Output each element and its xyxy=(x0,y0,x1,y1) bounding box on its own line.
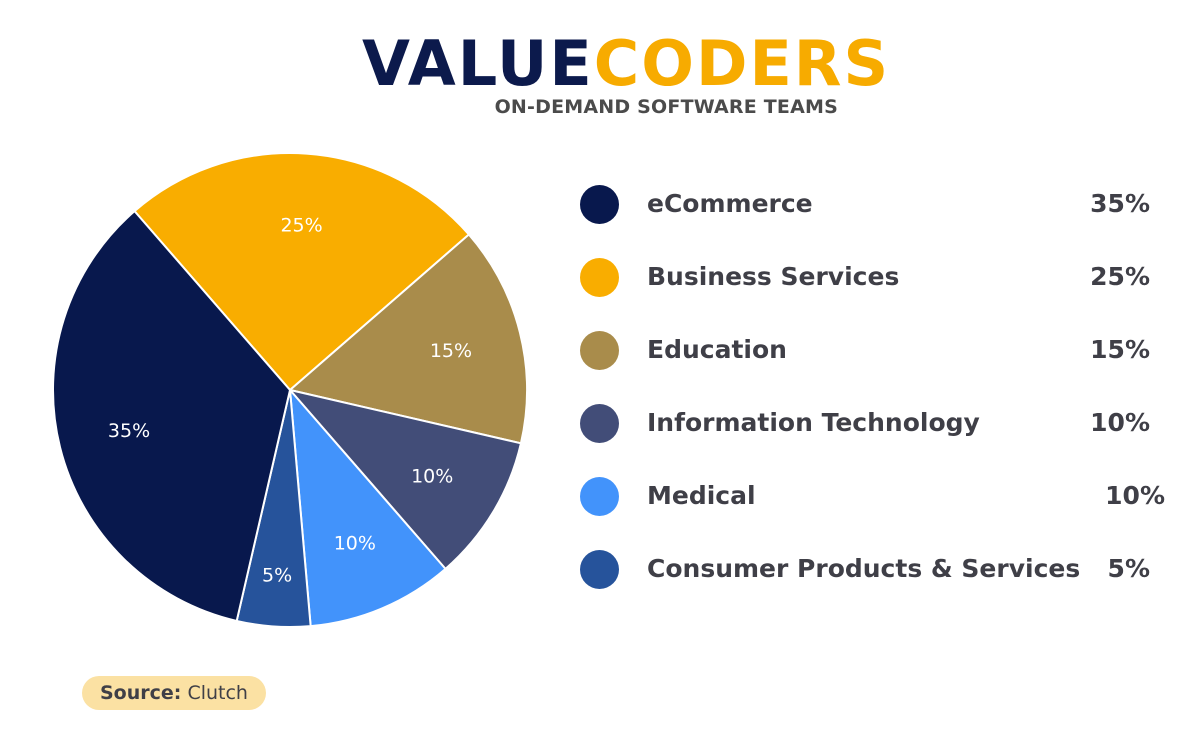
pie-slice-2 xyxy=(287,233,528,445)
brand-logo: VALUECODERS ON-DEMAND SOFTWARE TEAMS xyxy=(362,30,888,125)
legend-item: Medical 10% xyxy=(580,477,1180,517)
pie-slice-label-2: 15% xyxy=(430,340,472,362)
pie-slice-3 xyxy=(287,388,523,571)
legend-item: Consumer Products & Services 5% xyxy=(580,550,1180,590)
legend-swatch xyxy=(580,258,619,297)
legend-value: 5% xyxy=(1107,554,1150,583)
logo-word-coders: CODERS xyxy=(593,27,891,100)
pie-slice-label-1: 25% xyxy=(280,215,322,237)
pie-slice-0 xyxy=(52,209,292,623)
legend-swatch xyxy=(580,550,619,589)
source-key: Source: xyxy=(100,682,182,704)
legend-swatch xyxy=(580,331,619,370)
legend-value: 25% xyxy=(1090,262,1150,291)
legend-item: Business Services 25% xyxy=(580,258,1180,298)
pie-slice-label-4: 10% xyxy=(334,533,376,555)
pie-slice-label-0: 35% xyxy=(108,420,150,442)
pie-slice-label-3: 10% xyxy=(411,465,453,487)
legend-item: Education 15% xyxy=(580,331,1180,371)
legend-value: 15% xyxy=(1090,335,1150,364)
legend-value: 10% xyxy=(1090,408,1150,437)
legend-label: eCommerce xyxy=(647,189,813,218)
legend-label: Business Services xyxy=(647,262,900,291)
legend-value: 35% xyxy=(1090,189,1150,218)
legend-label: Information Technology xyxy=(647,408,980,437)
source-badge: Source: Clutch xyxy=(82,676,266,710)
legend-label: Consumer Products & Services xyxy=(647,554,1081,583)
logo-wordmark: VALUECODERS xyxy=(362,30,890,98)
logo-tagline: ON-DEMAND SOFTWARE TEAMS xyxy=(494,96,838,118)
logo-word-value: VALUE xyxy=(362,27,594,100)
legend-swatch xyxy=(580,404,619,443)
legend-swatch xyxy=(580,185,619,224)
legend-value: 10% xyxy=(1105,481,1165,510)
legend-swatch xyxy=(580,477,619,516)
pie-slice-4 xyxy=(288,387,447,628)
legend-item: eCommerce 35% xyxy=(580,185,1180,225)
pie-chart: 25% 15% 10% 10% 5% 35% xyxy=(52,152,528,628)
legend-label: Medical xyxy=(647,481,756,510)
pie-slice-label-5: 5% xyxy=(262,564,292,586)
legend-label: Education xyxy=(647,335,787,364)
legend-item: Information Technology 10% xyxy=(580,404,1180,444)
source-value: Clutch xyxy=(187,682,248,704)
pie-slice-1 xyxy=(133,152,471,392)
